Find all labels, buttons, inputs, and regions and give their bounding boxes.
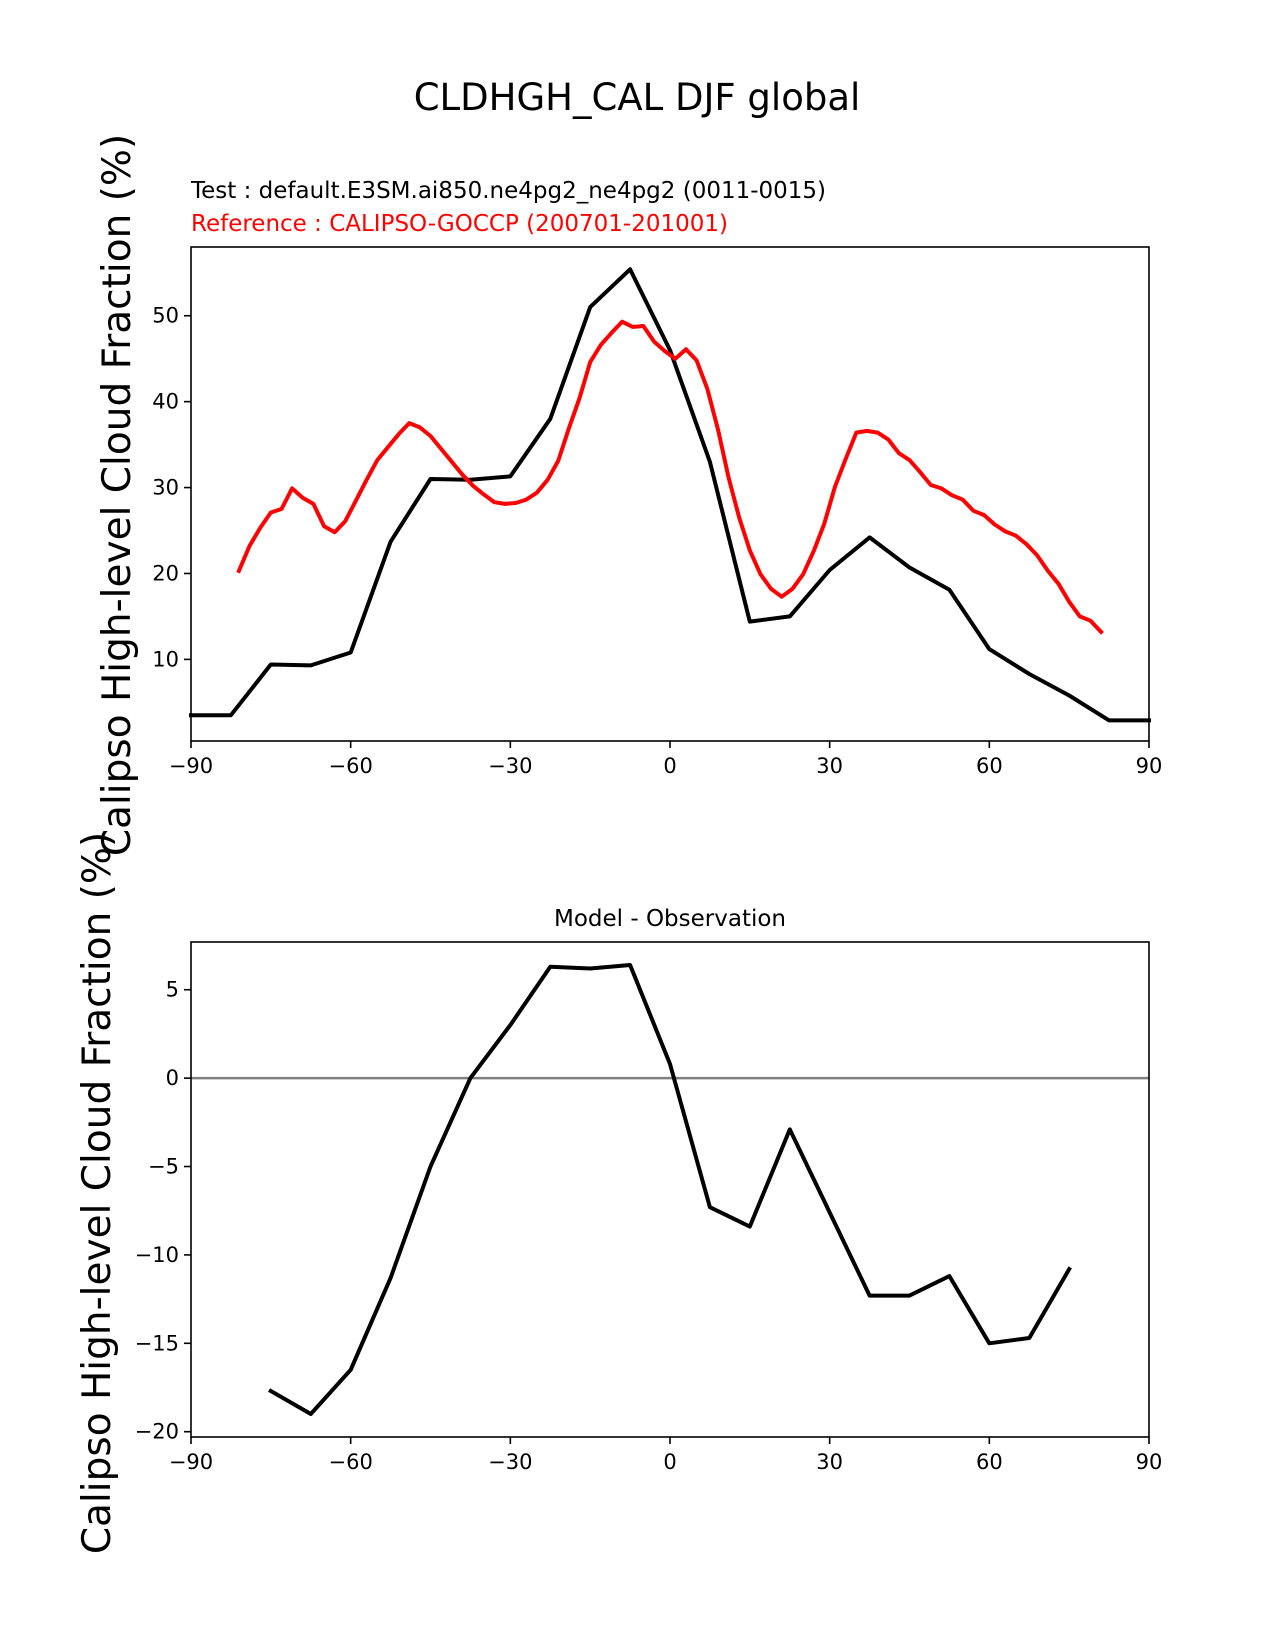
top-y-axis-label: Calipso High-level Cloud Fraction (%) bbox=[95, 134, 140, 856]
y-tick-label: 10 bbox=[152, 647, 179, 671]
y-tick-label: 20 bbox=[152, 561, 179, 585]
reference-label: Reference : CALIPSO-GOCCP (200701-201001… bbox=[191, 211, 728, 237]
bottom-plot-area: −90 −60 −30 0 30 60 90 −20 −15 −10 −5 0 5 bbox=[135, 941, 1163, 1474]
y-tick-label: −10 bbox=[135, 1243, 179, 1267]
series-line-difference bbox=[268, 963, 1072, 1416]
y-tick-label: −20 bbox=[135, 1420, 179, 1444]
bottom-chart-title: Model - Observation bbox=[554, 906, 786, 932]
figure-title: CLDHGH_CAL DJF global bbox=[414, 76, 861, 119]
series-line-reference bbox=[236, 319, 1104, 635]
bottom-line-chart: Model - Observation Calipso High-level C… bbox=[75, 832, 1162, 1554]
x-tick-label: 90 bbox=[1136, 754, 1163, 778]
x-tick-label: −90 bbox=[169, 754, 213, 778]
series-line-test bbox=[189, 267, 1151, 723]
x-tick-label: 60 bbox=[976, 1450, 1003, 1474]
y-tick-label: 30 bbox=[152, 476, 179, 500]
top-plot-area: −90 −60 −30 0 30 60 90 10 20 30 40 50 bbox=[152, 246, 1163, 778]
x-tick-label: −90 bbox=[169, 1450, 213, 1474]
x-tick-label: 60 bbox=[976, 754, 1003, 778]
bottom-y-axis-label: Calipso High-level Cloud Fraction (%) bbox=[75, 832, 120, 1554]
test-label: Test : default.E3SM.ai850.ne4pg2_ne4pg2 … bbox=[190, 178, 826, 204]
x-tick-label: 30 bbox=[816, 754, 843, 778]
x-tick-label: −30 bbox=[488, 1450, 532, 1474]
y-tick-label: −15 bbox=[135, 1331, 179, 1355]
x-tick-label: −60 bbox=[329, 754, 373, 778]
y-tick-label: −5 bbox=[148, 1155, 179, 1179]
y-tick-label: 40 bbox=[152, 390, 179, 414]
x-tick-label: 0 bbox=[663, 1450, 676, 1474]
axes-frame bbox=[190, 246, 1150, 742]
axes-frame bbox=[190, 941, 1150, 1438]
y-tick-label: 50 bbox=[152, 304, 179, 328]
x-tick-label: 30 bbox=[816, 1450, 843, 1474]
x-tick-label: 0 bbox=[663, 754, 676, 778]
y-tick-label: 0 bbox=[166, 1066, 179, 1090]
top-line-chart: Test : default.E3SM.ai850.ne4pg2_ne4pg2 … bbox=[95, 134, 1162, 856]
x-tick-label: −60 bbox=[329, 1450, 373, 1474]
x-tick-label: −30 bbox=[488, 754, 532, 778]
x-tick-label: 90 bbox=[1136, 1450, 1163, 1474]
y-tick-label: 5 bbox=[166, 978, 179, 1002]
